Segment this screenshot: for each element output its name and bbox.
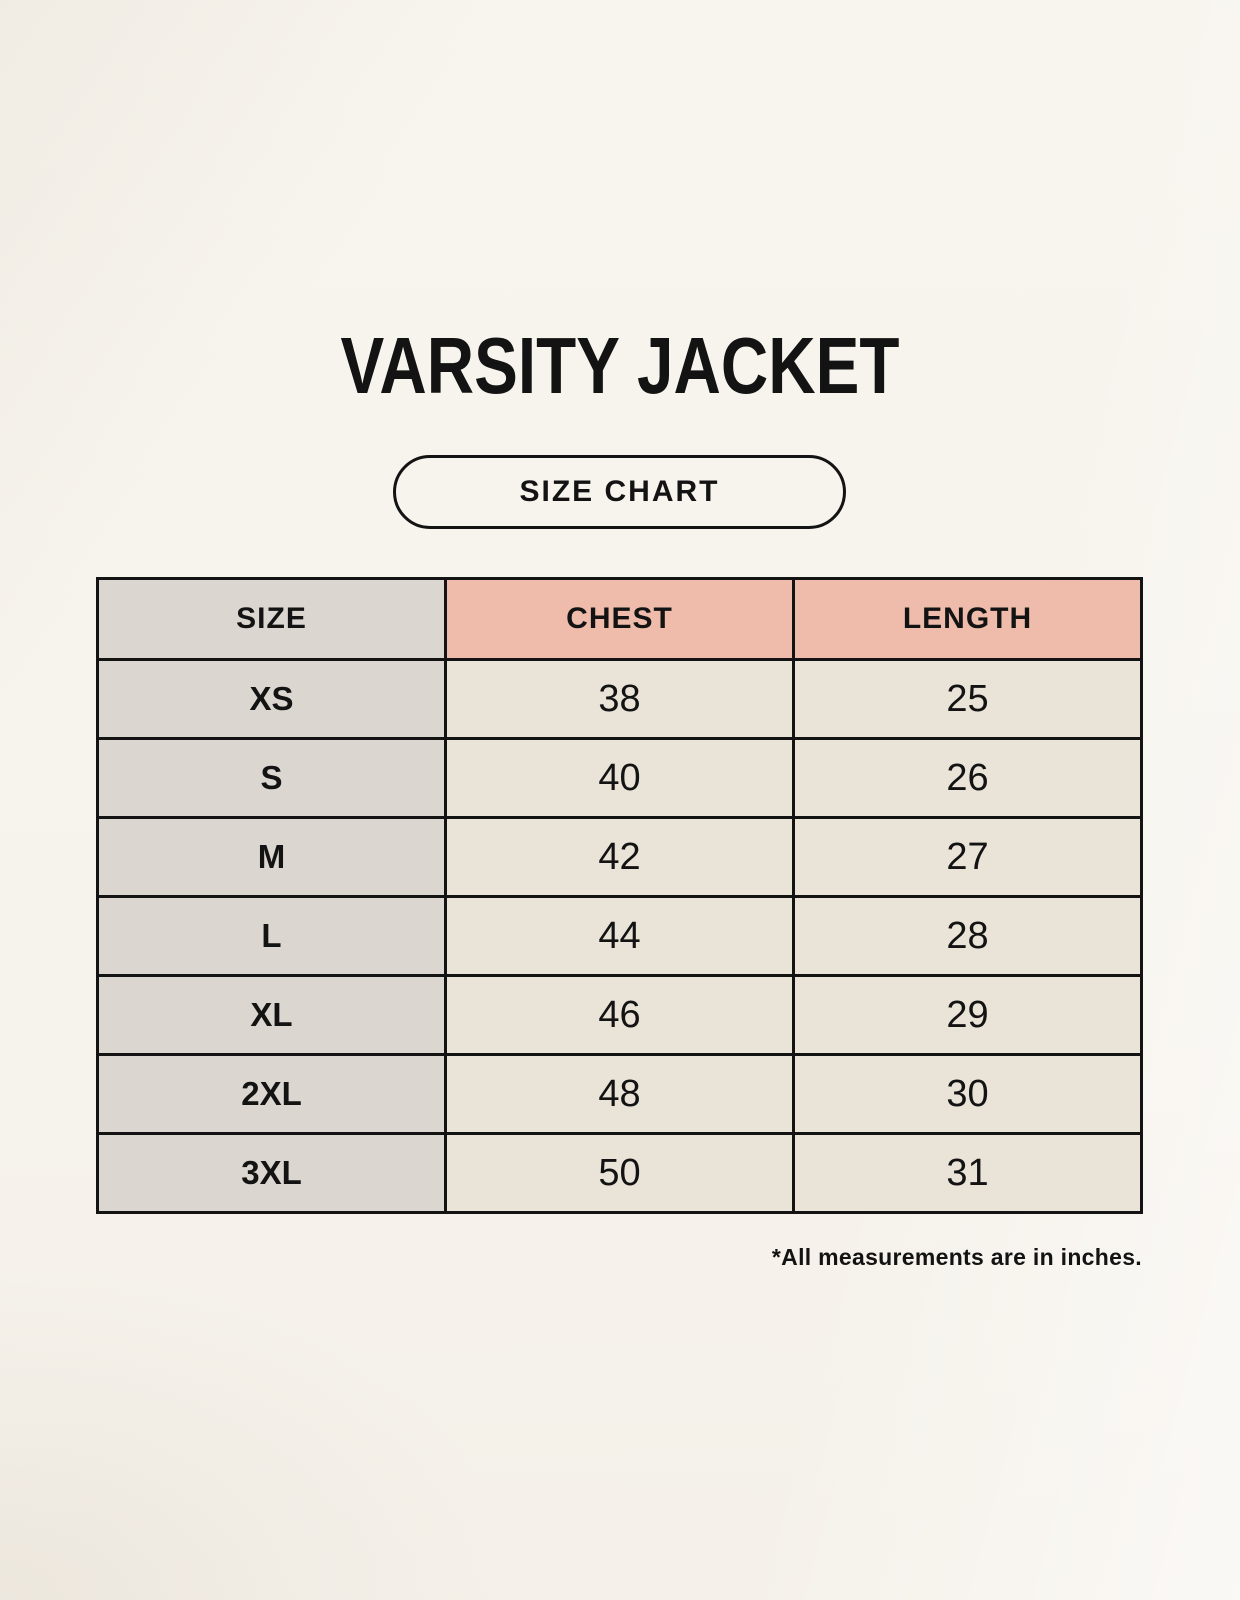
column-header-size: SIZE [96,577,447,661]
size-label: M [96,816,447,898]
table-row: 3XL 50 31 [96,1132,1143,1214]
chest-value: 46 [444,974,795,1056]
length-value: 25 [792,658,1143,740]
table-row: XS 38 25 [96,658,1143,740]
chest-value: 48 [444,1053,795,1135]
chest-value: 38 [444,658,795,740]
size-chart-badge: SIZE CHART [393,455,846,529]
table-row: L 44 28 [96,895,1143,977]
size-table-header: SIZE CHEST LENGTH [96,577,1143,661]
table-header-row: SIZE CHEST LENGTH [96,577,1143,661]
chest-value: 42 [444,816,795,898]
column-header-length: LENGTH [792,577,1143,661]
table-row: 2XL 48 30 [96,1053,1143,1135]
chest-value: 40 [444,737,795,819]
chest-value: 50 [444,1132,795,1214]
size-label: 2XL [96,1053,447,1135]
measurement-note: *All measurements are in inches. [771,1244,1142,1270]
size-table: SIZE CHEST LENGTH XS 38 25 S 40 26 M 42 … [96,577,1143,1214]
size-label: XS [96,658,447,740]
size-label: S [96,737,447,819]
size-chart-badge-label: SIZE CHART [519,475,720,508]
length-value: 28 [792,895,1143,977]
table-row: XL 46 29 [96,974,1143,1056]
table-row: M 42 27 [96,816,1143,898]
table-row: S 40 26 [96,737,1143,819]
length-value: 27 [792,816,1143,898]
length-value: 31 [792,1132,1143,1214]
length-value: 30 [792,1053,1143,1135]
size-label: 3XL [96,1132,447,1214]
size-table-body: XS 38 25 S 40 26 M 42 27 L 44 28 XL 46 [96,658,1143,1214]
column-header-chest: CHEST [444,577,795,661]
size-label: XL [96,974,447,1056]
chest-value: 44 [444,895,795,977]
page-title: VARSITY JACKET [340,321,900,410]
length-value: 29 [792,974,1143,1056]
size-label: L [96,895,447,977]
length-value: 26 [792,737,1143,819]
